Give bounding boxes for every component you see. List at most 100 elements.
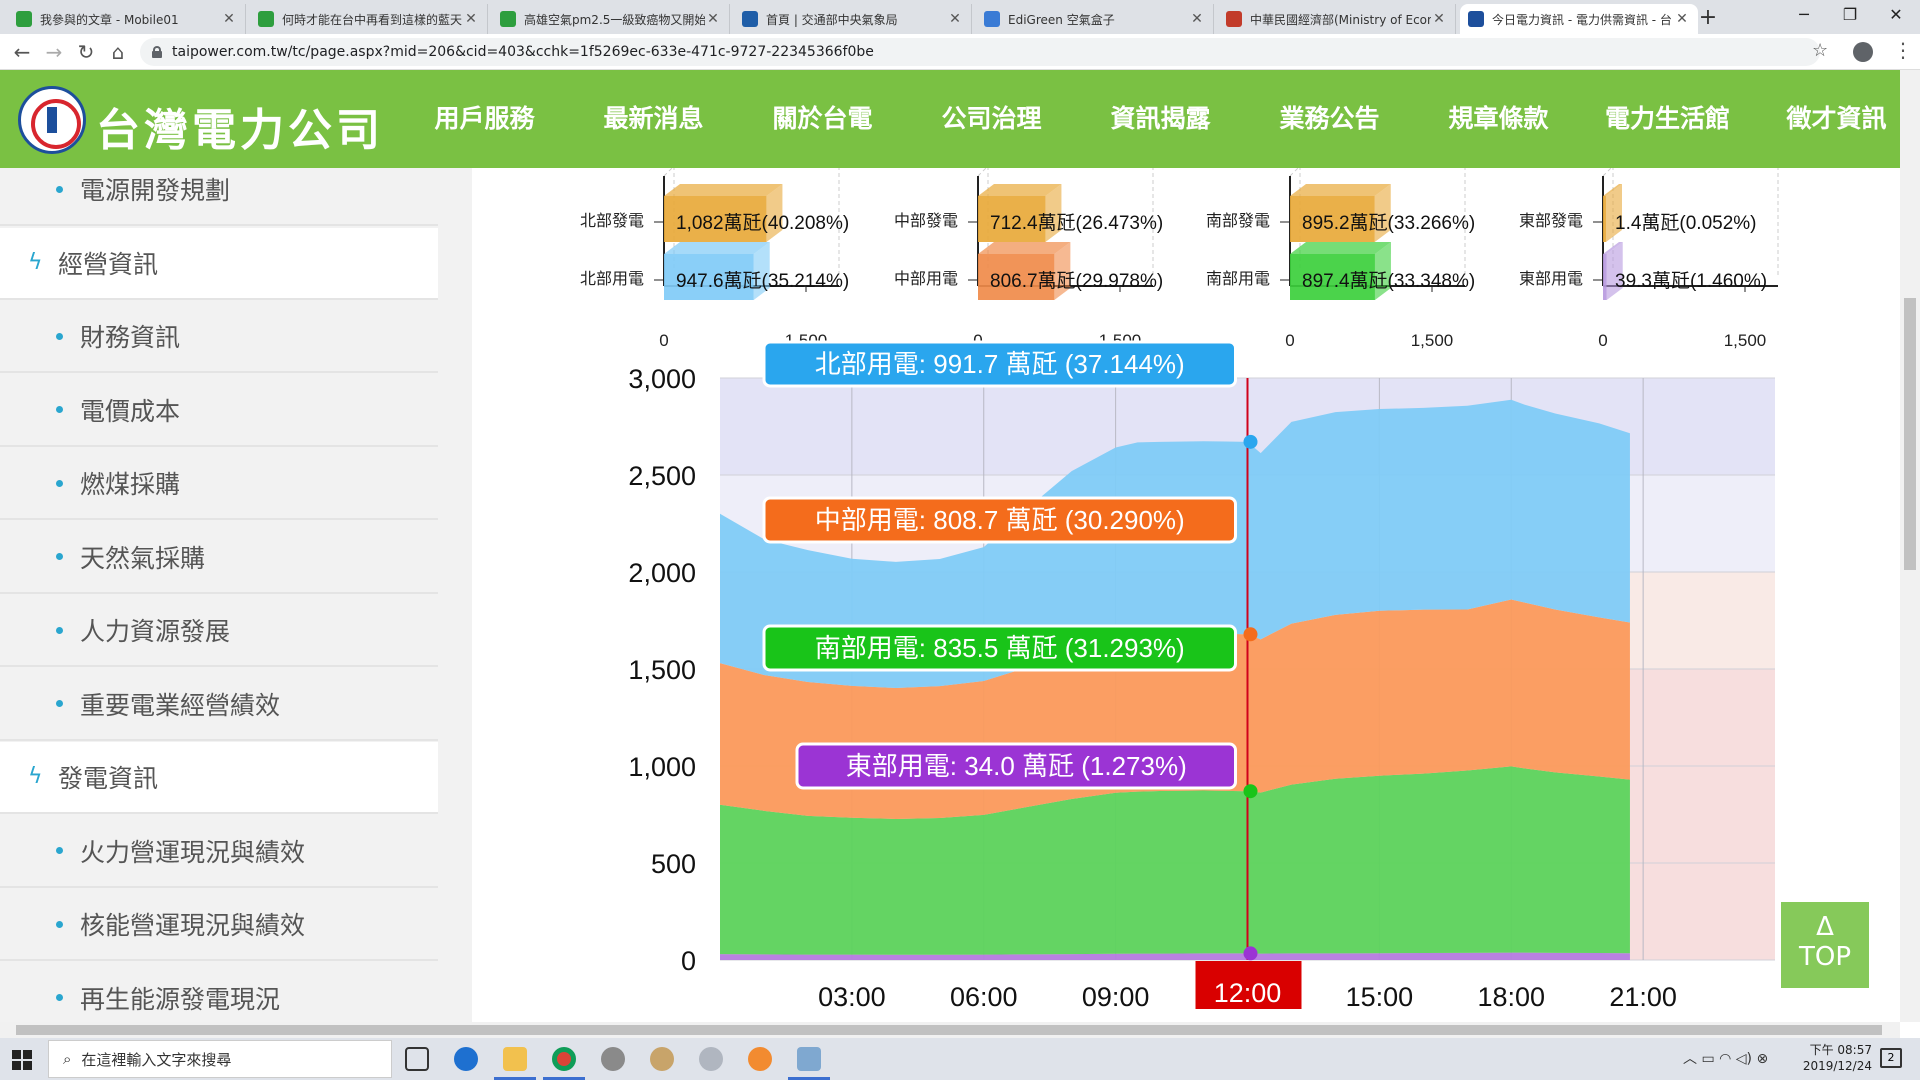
- minimize-button[interactable]: ─: [1799, 5, 1809, 24]
- tab-close-icon[interactable]: ✕: [707, 11, 719, 27]
- back-to-top-button[interactable]: Δ TOP: [1781, 902, 1869, 988]
- main-nav-item[interactable]: 公司治理: [941, 104, 1042, 133]
- browser-tab[interactable]: 今日電力資訊 - 電力供需資訊 - 台 ✕: [1460, 4, 1698, 34]
- crosshair-marker: [1243, 946, 1258, 961]
- browser-tab[interactable]: 高雄空氣pm2.5一級致癌物又開始 ✕: [492, 4, 730, 34]
- crosshair-marker: [1243, 627, 1258, 642]
- crosshair-marker: [1243, 434, 1258, 449]
- tab-favicon-icon: [16, 11, 32, 27]
- lightning-icon: ϟ: [28, 249, 43, 275]
- system-tray-icons[interactable]: ︿ ▭ ◠ ◁) ⊗: [1683, 1051, 1769, 1067]
- taskbar-search-box[interactable]: ⌕ 在這裡輸入文字來搜尋: [48, 1040, 392, 1078]
- bar-category-label: 北部發電: [580, 212, 644, 230]
- area-series: [720, 766, 1630, 955]
- notification-center-icon[interactable]: 2: [1880, 1048, 1902, 1068]
- profile-avatar[interactable]: [1853, 42, 1873, 62]
- main-nav-item[interactable]: 業務公告: [1279, 104, 1380, 133]
- tab-title: 高雄空氣pm2.5一級致癌物又開始: [524, 12, 705, 27]
- main-nav-item[interactable]: 電力生活館: [1604, 104, 1730, 133]
- back-icon[interactable]: ←: [13, 40, 31, 64]
- edge-browser-icon[interactable]: [454, 1047, 478, 1071]
- bookmark-star-icon[interactable]: ☆: [1812, 40, 1829, 61]
- address-bar[interactable]: taipower.com.tw/tc/page.aspx?mid=206&cid…: [140, 38, 1820, 66]
- file-explorer-icon[interactable]: [503, 1047, 527, 1071]
- task-view-icon[interactable]: [405, 1047, 429, 1071]
- main-nav-item[interactable]: 用戶服務: [434, 104, 535, 133]
- horizontal-scrollbar[interactable]: [0, 1022, 1900, 1038]
- app-icon-3[interactable]: [699, 1047, 723, 1071]
- browser-tab[interactable]: 何時才能在台中再看到這樣的藍天 ✕: [250, 4, 488, 34]
- site-logo-text[interactable]: 台灣電力公司: [96, 105, 384, 156]
- maximize-button[interactable]: ❐: [1842, 5, 1858, 24]
- tab-close-icon[interactable]: ✕: [1676, 11, 1688, 27]
- forward-icon[interactable]: →: [45, 40, 63, 64]
- new-tab-button[interactable]: +: [1698, 5, 1718, 30]
- y-tick-label: 1,500: [628, 655, 696, 685]
- windows-taskbar: ⌕ 在這裡輸入文字來搜尋 ︿ ▭ ◠ ◁) ⊗ 下午 08:57 2019/12…: [0, 1038, 1920, 1080]
- bar-panel-tick-label: 0: [659, 331, 668, 350]
- top-label: TOP: [1798, 942, 1852, 972]
- sidebar-item[interactable]: 電源開發規劃: [0, 168, 438, 226]
- taipower-logo-icon[interactable]: [18, 86, 86, 154]
- horizontal-scroll-thumb[interactable]: [16, 1025, 1882, 1035]
- tab-close-icon[interactable]: ✕: [1433, 11, 1445, 27]
- reload-icon[interactable]: ↻: [77, 40, 95, 64]
- taskbar-clock[interactable]: 下午 08:57 2019/12/24: [1796, 1042, 1872, 1074]
- sidebar-item[interactable]: 再生能源發電現況: [0, 962, 438, 1022]
- tab-close-icon[interactable]: ✕: [949, 11, 961, 27]
- sidebar-item[interactable]: 人力資源發展: [0, 595, 438, 667]
- chrome-menu-icon[interactable]: ⋮: [1893, 38, 1913, 62]
- app-icon-4[interactable]: [748, 1047, 772, 1071]
- bar-top: [978, 184, 1062, 196]
- sidebar-item[interactable]: 重要電業經營績效: [0, 668, 438, 741]
- y-tick-label: 0: [681, 946, 696, 976]
- windows-start-icon[interactable]: [12, 1050, 32, 1070]
- sidebar-item[interactable]: 核能營運現況與績效: [0, 889, 438, 961]
- sidebar-item[interactable]: 電價成本: [0, 374, 438, 447]
- main-nav-item[interactable]: 最新消息: [603, 104, 704, 133]
- sidebar-category[interactable]: ϟ 發電資訊: [0, 742, 438, 814]
- bar-side: [1606, 242, 1623, 300]
- sidebar-item[interactable]: 天然氣採購: [0, 521, 438, 594]
- sidebar-item[interactable]: 財務資訊: [0, 301, 438, 373]
- browser-tab[interactable]: EdiGreen 空氣盒子 ✕: [976, 4, 1214, 34]
- tab-favicon-icon: [1226, 11, 1242, 27]
- browser-tab[interactable]: 中華民國經濟部(Ministry of Econ ✕: [1218, 4, 1456, 34]
- app-icon-5[interactable]: [797, 1047, 821, 1071]
- browser-tab[interactable]: 首頁 | 交通部中央氣象局 ✕: [734, 4, 972, 34]
- browser-toolbar: ← → ↻ ⌂ taipower.com.tw/tc/page.aspx?mid…: [0, 34, 1920, 70]
- clock-date: 2019/12/24: [1802, 1059, 1872, 1073]
- app-icon-1[interactable]: [601, 1047, 625, 1071]
- sidebar-item[interactable]: 燃煤採購: [0, 448, 438, 520]
- y-tick-label: 3,000: [628, 364, 696, 394]
- vertical-scroll-thumb[interactable]: [1904, 298, 1916, 570]
- tab-title: 首頁 | 交通部中央氣象局: [766, 12, 898, 27]
- highlight-x-label: 12:00: [1214, 978, 1282, 1008]
- sidebar: 電源開發規劃 ϟ 經營資訊 財務資訊 電價成本 燃煤採購 天然氣採購 人力資源發展 重要電業經營…: [0, 168, 438, 1022]
- tab-favicon-icon: [742, 11, 758, 27]
- app-icon-2[interactable]: [650, 1047, 674, 1071]
- x-tick-label: 03:00: [818, 982, 886, 1012]
- sidebar-category[interactable]: ϟ 經營資訊: [0, 227, 438, 300]
- bar-side: [1054, 242, 1071, 300]
- bar-top: [664, 242, 770, 254]
- tab-close-icon[interactable]: ✕: [1191, 11, 1203, 27]
- bar-category-label: 北部用電: [580, 270, 644, 288]
- series-tooltip-text: 南部用電: 835.5 萬瓩 (31.293%): [815, 633, 1185, 663]
- running-indicator: [494, 1077, 536, 1080]
- sidebar-item-label: 再生能源發電現況: [80, 984, 281, 1014]
- main-nav-item[interactable]: 資訊揭露: [1110, 104, 1211, 133]
- bar-front: [978, 254, 1055, 300]
- home-icon[interactable]: ⌂: [111, 40, 125, 64]
- chrome-browser-icon[interactable]: [552, 1047, 576, 1071]
- bar-top: [664, 184, 783, 196]
- sidebar-item[interactable]: 火力營運現況與績效: [0, 815, 438, 888]
- main-nav-item[interactable]: 規章條款: [1448, 104, 1549, 133]
- close-window-button[interactable]: ✕: [1889, 5, 1903, 24]
- tab-close-icon[interactable]: ✕: [223, 11, 235, 27]
- tab-close-icon[interactable]: ✕: [465, 11, 477, 27]
- vertical-scrollbar[interactable]: [1900, 70, 1920, 1022]
- main-nav-item[interactable]: 徵才資訊: [1786, 104, 1887, 133]
- browser-tab[interactable]: 我參與的文章 - Mobile01 ✕: [8, 4, 246, 34]
- main-nav-item[interactable]: 關於台電: [772, 104, 873, 133]
